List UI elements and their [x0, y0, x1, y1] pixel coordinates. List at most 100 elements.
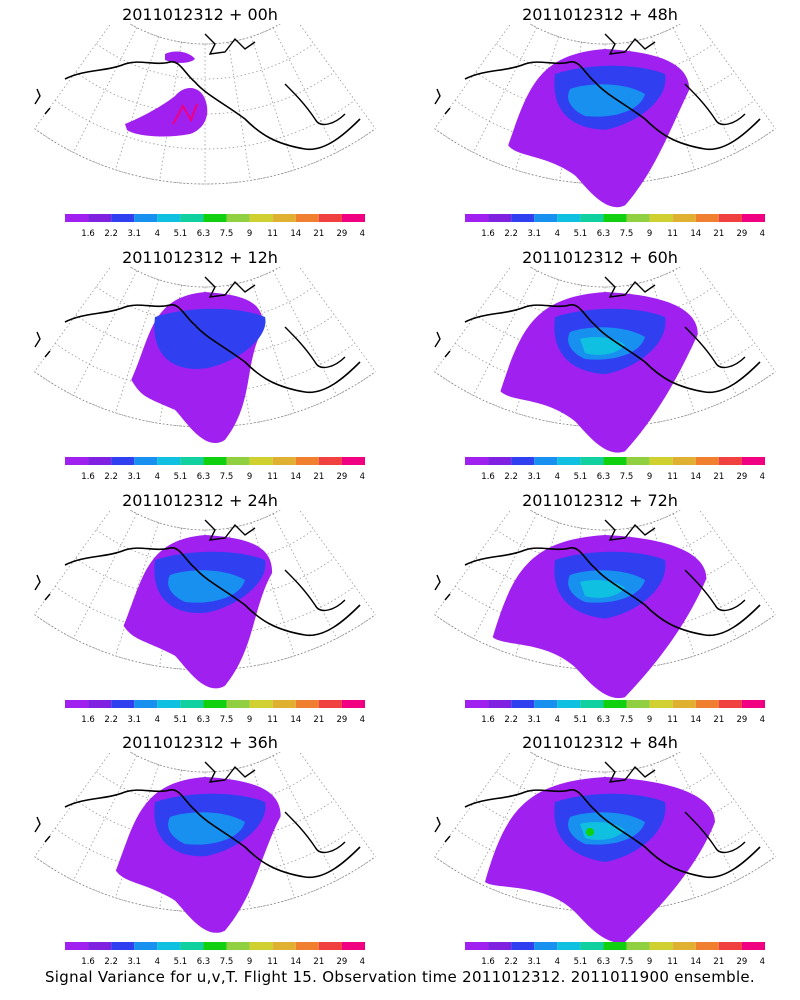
colorbar-swatch: [341, 700, 365, 708]
meridian-gridline: [34, 267, 112, 372]
colorbar-tick-label: 4: [155, 715, 160, 725]
colorbar-swatch: [134, 457, 158, 465]
colorbar-tick-label: 40: [360, 957, 365, 967]
colorbar-swatch: [272, 942, 296, 950]
colorbar: 1.6 2.2 3.1 4 5.1 6.3 7.5 9 11 14 21 29 40: [65, 942, 365, 967]
figure-caption: Signal Variance for u,v,T. Flight 15. Ob…: [44, 968, 756, 986]
colorbar-swatch: [626, 457, 650, 465]
colorbar-swatch: [580, 214, 604, 222]
meridian-gridline: [34, 752, 112, 857]
colorbar-tick-label: 2.2: [104, 715, 118, 725]
colorbar-swatch: [580, 457, 604, 465]
meridian-gridline: [272, 755, 338, 881]
colorbar-tick-label: 2.2: [104, 957, 118, 967]
meridian-gridline: [298, 752, 376, 857]
colorbar-swatch: [672, 942, 696, 950]
meridian-gridline: [650, 522, 695, 656]
coastline: [464, 789, 761, 879]
variance-region: [165, 51, 195, 63]
colorbar-swatch: [180, 700, 204, 708]
variance-field: [123, 535, 273, 689]
meridian-gridline: [672, 270, 738, 396]
meridian-gridline: [650, 279, 695, 413]
colorbar-tick-label: 14: [690, 229, 701, 239]
colorbar-tick-label: 6.3: [197, 957, 211, 967]
meridian-gridline: [434, 510, 512, 615]
colorbar-swatch: [226, 214, 250, 222]
colorbar-tick-label: 5.1: [174, 715, 188, 725]
coastline: [464, 61, 761, 151]
coastlines: [34, 761, 361, 879]
colorbar-swatch: [295, 457, 319, 465]
colorbar-swatch: [580, 942, 604, 950]
colorbar-tick-label: 7.5: [220, 957, 234, 967]
colorbar-swatch: [557, 700, 581, 708]
colorbar-swatch: [465, 214, 489, 222]
flight-track: [172, 103, 198, 125]
coastline: [284, 83, 346, 126]
colorbar-tick-label: 6.3: [597, 229, 611, 239]
meridian-gridline: [250, 522, 295, 656]
colorbar-swatch: [249, 457, 273, 465]
colorbar-swatch: [741, 214, 765, 222]
colorbar-tick-label: 2.2: [104, 229, 118, 239]
colorbar-swatch: [272, 457, 296, 465]
polar-map: [434, 24, 776, 208]
colorbar-swatch: [488, 700, 512, 708]
forecast-panel: 2011012312 + 84h 1.6 2.2 3.1 4 5.1 6.3 7.5 9 11 14…: [405, 728, 795, 968]
colorbar-tick-label: 3.1: [527, 472, 541, 482]
colorbar-swatch: [718, 457, 742, 465]
colorbar-swatch: [295, 700, 319, 708]
colorbar-swatch: [695, 214, 719, 222]
colorbar-swatch: [203, 457, 227, 465]
coastlines: [34, 276, 361, 394]
panel-title: 2011012312 + 48h: [522, 5, 678, 24]
latitude-gridline: [129, 24, 281, 45]
forecast-panel: 2011012312 + 00h 1.6 2.2 3.1 4 5.1 6.3 7.5 9 11 14…: [5, 0, 395, 240]
colorbar-tick-label: 29: [337, 472, 348, 482]
colorbar-tick-label: 4: [155, 472, 160, 482]
colorbar-tick-label: 5.1: [574, 229, 588, 239]
colorbar-swatch: [157, 700, 181, 708]
colorbar-tick-label: 4: [155, 957, 160, 967]
coastline: [34, 816, 51, 843]
meridian-gridline: [228, 42, 251, 181]
colorbar-swatch: [111, 942, 135, 950]
colorbar-swatch: [672, 214, 696, 222]
colorbar-tick-label: 1.6: [81, 957, 95, 967]
map-border: [129, 24, 281, 45]
meridian-gridline: [115, 279, 160, 413]
colorbar-tick-label: 6.3: [197, 715, 211, 725]
colorbar: 1.6 2.2 3.1 4 5.1 6.3 7.5 9 11 14 21 29 40: [465, 942, 765, 967]
forecast-panel: 2011012312 + 36h 1.6 2.2 3.1 4 5.1 6.3 7.5 9 11 14…: [5, 728, 395, 968]
colorbar-swatch: [272, 214, 296, 222]
variance-field: [492, 535, 707, 699]
colorbar-swatch: [672, 700, 696, 708]
colorbar-tick-label: 1.6: [81, 229, 95, 239]
colorbar-tick-label: 4: [555, 715, 560, 725]
colorbar-tick-label: 11: [667, 229, 678, 239]
map-border: [129, 752, 281, 773]
latitude-gridline: [529, 24, 681, 45]
meridian-gridline: [34, 510, 112, 615]
colorbar-tick-label: 11: [667, 715, 678, 725]
colorbar-swatch: [488, 214, 512, 222]
colorbar-tick-label: 6.3: [197, 472, 211, 482]
colorbar-tick-label: 5.1: [574, 715, 588, 725]
meridian-gridline: [298, 510, 376, 615]
colorbar: 1.6 2.2 3.1 4 5.1 6.3 7.5 9 11 14 21 29 40: [465, 214, 765, 239]
meridian-gridline: [650, 36, 695, 170]
meridian-gridline: [434, 24, 512, 129]
colorbar-swatch: [157, 457, 181, 465]
coastline: [34, 331, 51, 358]
meridian-gridline: [698, 752, 776, 857]
arctic-islands: [604, 761, 656, 783]
variance-region: [168, 570, 245, 603]
arctic-islands: [604, 33, 656, 55]
colorbar-swatch: [649, 457, 673, 465]
coastline: [464, 547, 761, 637]
colorbar-swatch: [203, 214, 227, 222]
colorbar-swatch: [649, 700, 673, 708]
colorbar-tick-label: 40: [760, 472, 765, 482]
coastline: [34, 88, 51, 115]
